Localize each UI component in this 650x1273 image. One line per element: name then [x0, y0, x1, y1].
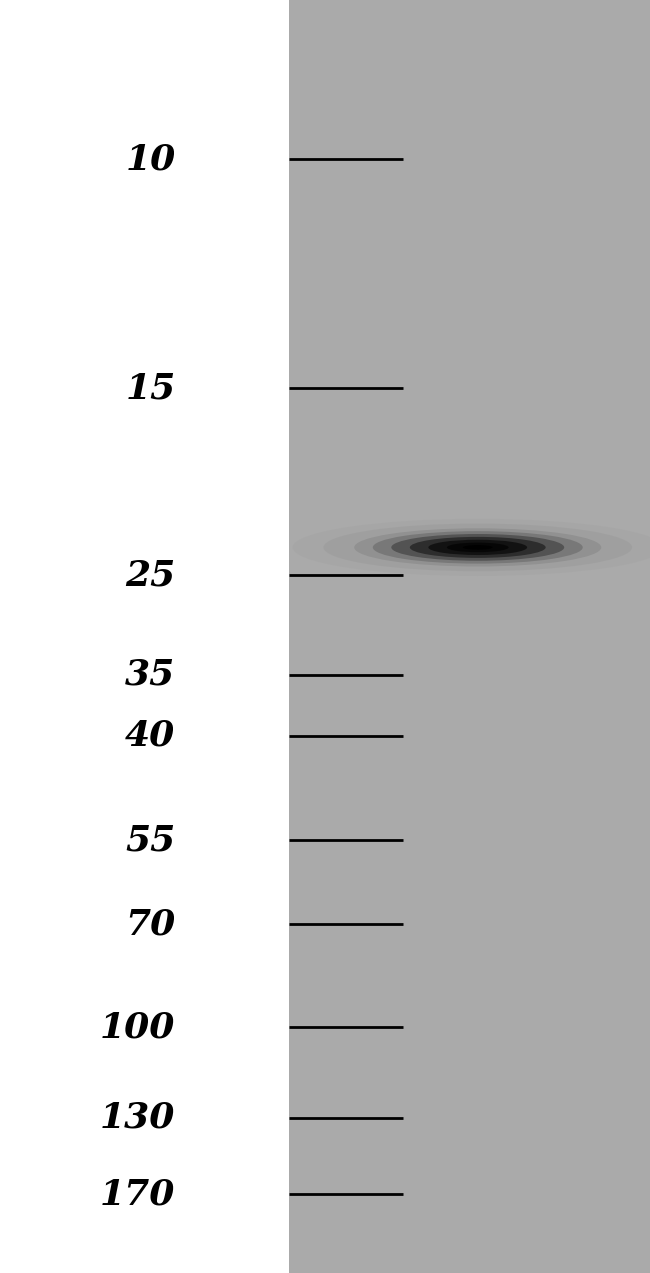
Text: 25: 25 — [125, 559, 176, 592]
Ellipse shape — [463, 545, 493, 550]
Bar — [289, 0, 650, 1273]
Ellipse shape — [324, 523, 632, 572]
Ellipse shape — [428, 540, 527, 555]
Ellipse shape — [391, 535, 564, 560]
Text: 40: 40 — [125, 719, 176, 752]
Ellipse shape — [410, 537, 545, 558]
Text: 100: 100 — [100, 1011, 176, 1044]
Ellipse shape — [447, 542, 508, 552]
Text: 55: 55 — [125, 824, 176, 857]
Text: 15: 15 — [125, 372, 176, 405]
Ellipse shape — [292, 519, 650, 577]
Ellipse shape — [373, 531, 583, 564]
Text: 10: 10 — [125, 143, 176, 176]
Text: 35: 35 — [125, 658, 176, 691]
Ellipse shape — [354, 528, 601, 566]
Text: 130: 130 — [100, 1101, 176, 1134]
Text: 70: 70 — [125, 908, 176, 941]
Text: 170: 170 — [100, 1178, 176, 1211]
